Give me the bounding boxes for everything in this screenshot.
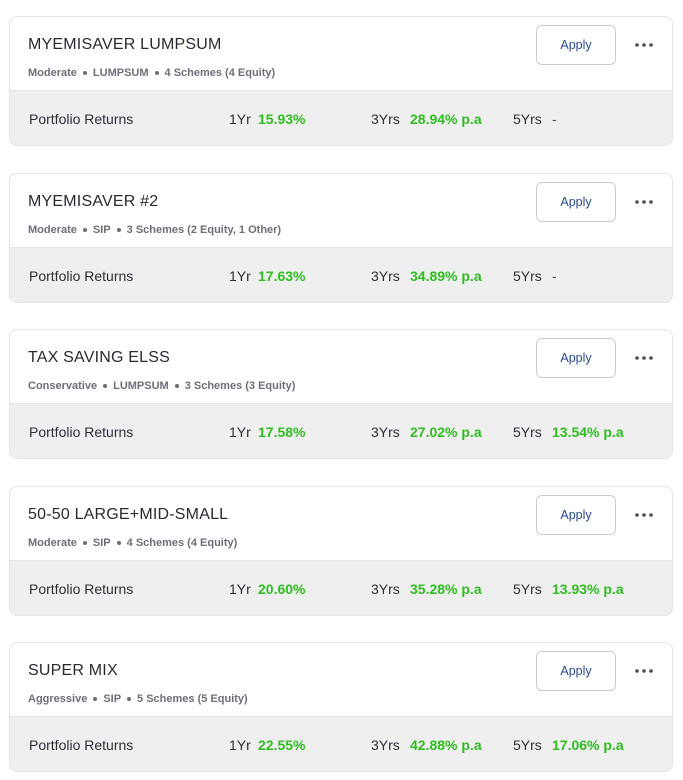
risk-profile: Moderate xyxy=(28,537,77,549)
separator-dot xyxy=(82,228,87,232)
portfolio-meta: Moderate LUMPSUM 4 Schemes (4 Equity) xyxy=(28,67,275,79)
portfolio-card: MYEMISAVER #2 Moderate SIP 3 Schemes (2 … xyxy=(9,173,673,303)
more-horizontal-icon xyxy=(635,43,653,47)
portfolio-meta: Conservative LUMPSUM 3 Schemes (3 Equity… xyxy=(28,380,295,392)
return-5yr-value: - xyxy=(552,268,557,284)
portfolio-card: TAX SAVING ELSS Conservative LUMPSUM 3 S… xyxy=(9,329,673,459)
period-3yr-label: 3Yrs xyxy=(371,581,400,597)
period-3yr-label: 3Yrs xyxy=(371,737,400,753)
more-horizontal-icon xyxy=(635,200,653,204)
return-5yr-value: 13.93% p.a xyxy=(552,581,624,597)
portfolio-meta: Aggressive SIP 5 Schemes (5 Equity) xyxy=(28,693,248,705)
scheme-count: 4 Schemes (4 Equity) xyxy=(164,67,276,79)
more-options-button[interactable] xyxy=(634,192,654,212)
scheme-count: 4 Schemes (4 Equity) xyxy=(126,537,238,549)
portfolio-card: MYEMISAVER LUMPSUM Moderate LUMPSUM 4 Sc… xyxy=(9,16,673,146)
scheme-count: 3 Schemes (3 Equity) xyxy=(184,380,296,392)
period-1yr-label: 1Yr xyxy=(229,268,251,284)
investment-mode: SIP xyxy=(103,693,122,705)
investment-mode: LUMPSUM xyxy=(92,67,149,79)
returns-label: Portfolio Returns xyxy=(29,424,134,440)
returns-label: Portfolio Returns xyxy=(29,111,134,127)
returns-label: Portfolio Returns xyxy=(29,581,134,597)
portfolio-title: TAX SAVING ELSS xyxy=(28,349,171,366)
period-3yr-label: 3Yrs xyxy=(371,111,400,127)
portfolio-title: MYEMISAVER LUMPSUM xyxy=(28,36,222,53)
apply-button[interactable]: Apply xyxy=(536,25,616,65)
more-horizontal-icon xyxy=(635,356,653,360)
return-3yr-value: 27.02% p.a xyxy=(410,424,482,440)
separator-dot xyxy=(174,384,179,388)
separator-dot xyxy=(116,541,121,545)
separator-dot xyxy=(103,384,108,388)
separator-dot xyxy=(82,541,87,545)
risk-profile: Conservative xyxy=(28,380,98,392)
period-3yr-label: 3Yrs xyxy=(371,424,400,440)
return-1yr-value: 15.93% xyxy=(258,111,306,127)
portfolio-meta: Moderate SIP 3 Schemes (2 Equity, 1 Othe… xyxy=(28,224,281,236)
more-options-button[interactable] xyxy=(634,35,654,55)
period-5yr-label: 5Yrs xyxy=(513,737,542,753)
returns-label: Portfolio Returns xyxy=(29,737,134,753)
return-3yr-value: 34.89% p.a xyxy=(410,268,482,284)
returns-label: Portfolio Returns xyxy=(29,268,134,284)
apply-button[interactable]: Apply xyxy=(536,495,616,535)
portfolio-returns-bar: Portfolio Returns 1Yr 22.55% 3Yrs 42.88%… xyxy=(10,716,672,771)
separator-dot xyxy=(154,71,159,75)
return-5yr-value: - xyxy=(552,111,557,127)
return-1yr-value: 22.55% xyxy=(258,737,306,753)
period-5yr-label: 5Yrs xyxy=(513,268,542,284)
scheme-count: 3 Schemes (2 Equity, 1 Other) xyxy=(126,224,282,236)
more-options-button[interactable] xyxy=(634,348,654,368)
portfolio-title: 50-50 LARGE+MID-SMALL xyxy=(28,506,229,523)
period-1yr-label: 1Yr xyxy=(229,111,251,127)
period-5yr-label: 5Yrs xyxy=(513,581,542,597)
return-5yr-value: 13.54% p.a xyxy=(552,424,624,440)
scheme-count: 5 Schemes (5 Equity) xyxy=(137,693,248,705)
portfolio-returns-bar: Portfolio Returns 1Yr 20.60% 3Yrs 35.28%… xyxy=(10,560,672,615)
apply-button[interactable]: Apply xyxy=(536,651,616,691)
period-1yr-label: 1Yr xyxy=(229,581,251,597)
period-1yr-label: 1Yr xyxy=(229,424,251,440)
separator-dot xyxy=(116,228,121,232)
more-options-button[interactable] xyxy=(634,505,654,525)
period-5yr-label: 5Yrs xyxy=(513,111,542,127)
portfolio-card: 50-50 LARGE+MID-SMALL Moderate SIP 4 Sch… xyxy=(9,486,673,616)
risk-profile: Moderate xyxy=(28,67,77,79)
more-options-button[interactable] xyxy=(634,661,654,681)
return-5yr-value: 17.06% p.a xyxy=(552,737,624,753)
risk-profile: Aggressive xyxy=(28,693,88,705)
investment-mode: SIP xyxy=(92,224,111,236)
separator-dot xyxy=(82,71,87,75)
portfolio-returns-bar: Portfolio Returns 1Yr 15.93% 3Yrs 28.94%… xyxy=(10,90,672,145)
portfolio-title: SUPER MIX xyxy=(28,662,118,679)
return-1yr-value: 17.58% xyxy=(258,424,306,440)
apply-button[interactable]: Apply xyxy=(536,338,616,378)
investment-mode: SIP xyxy=(92,537,111,549)
risk-profile: Moderate xyxy=(28,224,77,236)
portfolio-returns-bar: Portfolio Returns 1Yr 17.58% 3Yrs 27.02%… xyxy=(10,403,672,458)
more-horizontal-icon xyxy=(635,669,653,673)
portfolio-returns-bar: Portfolio Returns 1Yr 17.63% 3Yrs 34.89%… xyxy=(10,247,672,302)
period-1yr-label: 1Yr xyxy=(229,737,251,753)
return-3yr-value: 42.88% p.a xyxy=(410,737,482,753)
portfolio-card: SUPER MIX Aggressive SIP 5 Schemes (5 Eq… xyxy=(9,642,673,772)
return-1yr-value: 17.63% xyxy=(258,268,306,284)
period-5yr-label: 5Yrs xyxy=(513,424,542,440)
separator-dot xyxy=(93,697,98,701)
apply-button[interactable]: Apply xyxy=(536,182,616,222)
separator-dot xyxy=(127,697,132,701)
return-3yr-value: 28.94% p.a xyxy=(410,111,482,127)
investment-mode: LUMPSUM xyxy=(113,380,169,392)
return-1yr-value: 20.60% xyxy=(258,581,306,597)
period-3yr-label: 3Yrs xyxy=(371,268,400,284)
return-3yr-value: 35.28% p.a xyxy=(410,581,482,597)
more-horizontal-icon xyxy=(635,513,653,517)
portfolio-title: MYEMISAVER #2 xyxy=(28,193,159,210)
portfolio-meta: Moderate SIP 4 Schemes (4 Equity) xyxy=(28,537,237,549)
